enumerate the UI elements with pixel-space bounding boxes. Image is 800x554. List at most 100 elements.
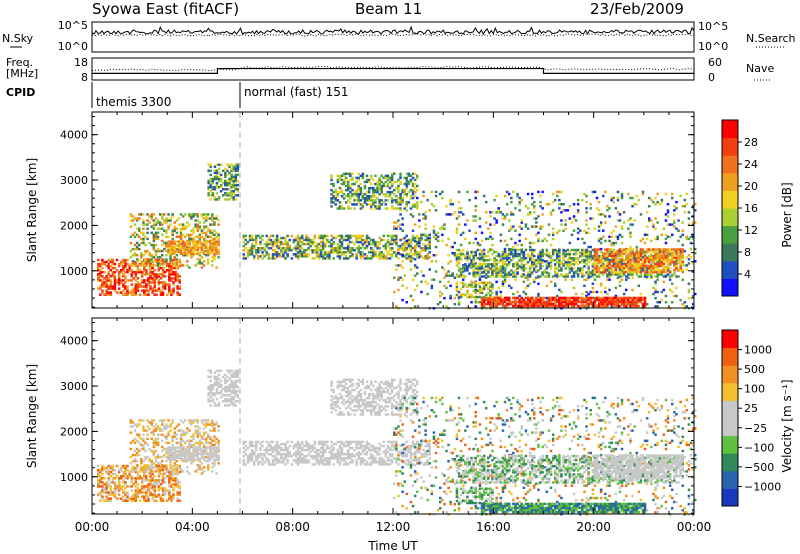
power-cell xyxy=(136,269,140,272)
power-cell xyxy=(113,271,117,274)
power-cell xyxy=(202,227,206,230)
nave-label: Nave xyxy=(746,62,774,75)
power-cell xyxy=(497,286,500,290)
power-cell xyxy=(253,247,256,250)
power-cell xyxy=(508,298,511,302)
power-cell xyxy=(593,259,597,262)
power-cell xyxy=(357,178,360,182)
power-cell xyxy=(384,184,388,188)
power-cell xyxy=(579,271,582,274)
velocity-cell xyxy=(99,499,102,502)
power-cell xyxy=(319,255,323,258)
power-cell xyxy=(232,165,235,168)
power-cell xyxy=(340,188,344,192)
power-cell xyxy=(178,285,181,288)
power-cell xyxy=(639,275,643,278)
power-cell xyxy=(441,266,444,269)
power-cell xyxy=(374,199,377,202)
power-cell xyxy=(151,277,154,280)
power-cell xyxy=(405,193,408,196)
power-cell xyxy=(566,263,569,266)
power-cell xyxy=(645,273,649,276)
power-cell xyxy=(378,201,381,204)
power-cell xyxy=(612,273,615,276)
power-cell xyxy=(581,250,584,254)
power-cell xyxy=(226,169,229,173)
power-cell xyxy=(211,194,215,197)
power-cell xyxy=(495,296,498,300)
power-cell xyxy=(390,201,394,204)
power-cell xyxy=(508,271,511,274)
power-cell xyxy=(236,167,240,171)
power-cell xyxy=(533,267,536,270)
power-cell xyxy=(349,195,352,198)
power-cell xyxy=(491,268,494,271)
power-cell xyxy=(518,239,521,243)
power-cell xyxy=(411,176,415,180)
power-cell xyxy=(413,195,417,198)
power-cell xyxy=(541,261,544,264)
power-cell xyxy=(170,291,173,294)
power-cell xyxy=(522,300,526,304)
power-cell xyxy=(232,196,235,199)
power-cell xyxy=(146,213,149,216)
velocity-cell xyxy=(109,497,113,500)
power-cell xyxy=(344,176,348,180)
velocity-cell xyxy=(99,491,102,494)
power-cell xyxy=(543,304,546,308)
power-cell xyxy=(209,250,212,254)
power-cell xyxy=(673,252,676,255)
power-cell xyxy=(641,267,645,270)
power-cell xyxy=(388,193,392,196)
power-cell xyxy=(501,271,505,274)
power-cell xyxy=(411,215,415,218)
power-cell xyxy=(151,281,154,284)
power-cell xyxy=(604,256,607,259)
power-cell xyxy=(531,250,534,254)
colorbar-swatch xyxy=(722,190,738,209)
power-cell xyxy=(606,300,609,304)
power-cell xyxy=(508,261,511,264)
power-cell xyxy=(168,275,171,278)
power-cell xyxy=(224,175,227,179)
power-cell xyxy=(126,258,129,262)
power-cell xyxy=(629,245,632,249)
power-cell xyxy=(357,236,360,240)
power-cell xyxy=(107,258,110,262)
power-cell xyxy=(633,260,636,264)
power-cell xyxy=(547,298,551,302)
power-cell xyxy=(154,252,158,255)
power-cell xyxy=(250,236,254,240)
power-cell xyxy=(321,244,325,248)
power-cell xyxy=(418,219,421,222)
power-cell xyxy=(209,231,212,235)
power-cell xyxy=(545,260,549,263)
power-cell xyxy=(278,240,281,244)
power-cell xyxy=(99,271,102,274)
power-cell xyxy=(522,273,526,276)
velocity-cell xyxy=(136,483,140,486)
power-cell xyxy=(158,249,162,253)
power-cell xyxy=(280,236,283,240)
power-cell xyxy=(422,257,425,260)
power-cell xyxy=(399,247,402,250)
power-cell xyxy=(344,188,348,192)
power-cell xyxy=(198,260,202,263)
power-cell xyxy=(572,252,576,256)
power-cell xyxy=(426,247,429,250)
power-cell xyxy=(512,190,515,194)
power-cell xyxy=(455,289,459,293)
power-cell xyxy=(334,203,337,206)
power-cell xyxy=(510,213,513,216)
power-cell xyxy=(583,248,586,252)
power-cell xyxy=(156,256,160,259)
power-cell xyxy=(111,271,115,274)
power-cell xyxy=(622,268,626,272)
power-cell xyxy=(420,270,423,273)
power-cell xyxy=(351,249,354,252)
power-cell xyxy=(516,271,519,274)
power-cell xyxy=(380,251,383,254)
power-cell xyxy=(411,298,415,302)
power-cell xyxy=(278,244,281,248)
power-cell xyxy=(625,275,628,278)
